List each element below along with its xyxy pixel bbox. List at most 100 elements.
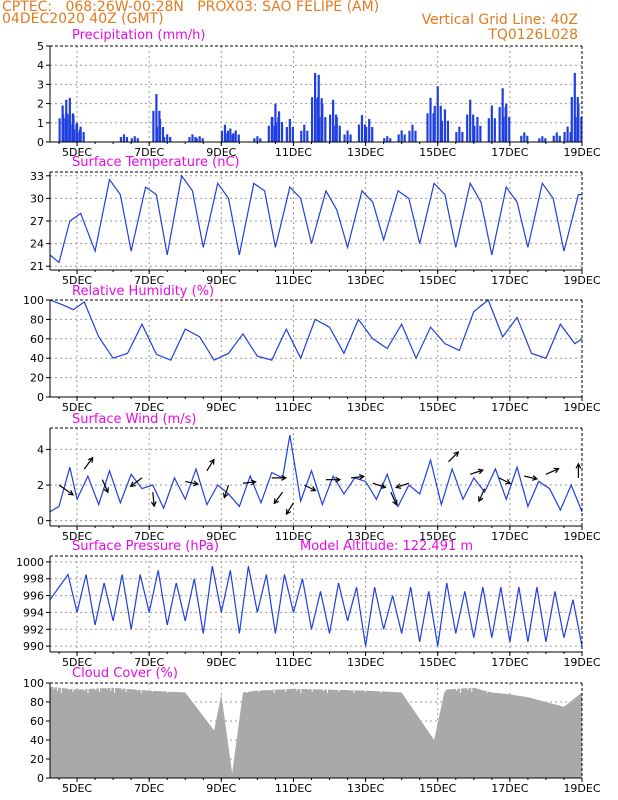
y-tick-label: 40 <box>30 734 44 747</box>
y-tick-label: 0 <box>37 136 44 149</box>
precip-bar <box>371 127 374 142</box>
panel-title: Surface Temperature (nC) <box>72 155 240 170</box>
precip-bar <box>490 105 493 142</box>
wind-arrow-head <box>192 480 200 487</box>
y-tick-label: 994 <box>23 606 44 619</box>
x-tick-label: 15DEC <box>419 274 456 287</box>
precip-bar <box>324 117 327 142</box>
precip-bar <box>130 138 133 142</box>
precip-bar <box>432 113 435 142</box>
wind-arrow <box>448 451 459 463</box>
panel-title: Cloud Cover (%) <box>72 666 178 681</box>
precip-bar <box>191 134 194 142</box>
panel-5: Cloud Cover (%) 0 20 40 60 80 100 5DEC 7DEC 9DEC 1… <box>23 666 601 795</box>
series-line <box>49 435 583 513</box>
precip-bar <box>429 97 432 142</box>
precip-bar <box>58 118 61 142</box>
y-tick-label: 992 <box>23 623 44 636</box>
x-tick-label: 13DEC <box>347 146 384 159</box>
wind-arrow-head <box>392 499 398 506</box>
precip-bar <box>501 88 504 142</box>
wind-arrow-head <box>285 509 292 516</box>
wind-arrow-head <box>150 501 157 508</box>
wind-arrow <box>390 491 397 505</box>
wind-arrow-head <box>358 474 366 480</box>
x-tick-label: 5DEC <box>62 401 92 414</box>
precip-bar <box>458 126 461 142</box>
precip-bar <box>544 138 547 142</box>
x-tick-label: 7DEC <box>134 530 164 543</box>
y-tick-label: 0 <box>37 391 44 404</box>
precip-bar <box>163 137 166 142</box>
wind-arrow-head <box>575 462 582 469</box>
wind-arrow-head <box>505 479 512 485</box>
precip-bar <box>526 135 529 142</box>
precip-bar <box>310 97 314 142</box>
wind-arrow-head <box>477 468 484 475</box>
precip-bar <box>476 117 479 142</box>
x-tick-label: 13DEC <box>347 401 384 414</box>
precip-bar <box>69 124 72 142</box>
wind-arrow <box>152 492 155 507</box>
y-tick-label: 20 <box>30 753 44 766</box>
y-tick-label: 33 <box>30 170 44 183</box>
x-tick-label: 17DEC <box>491 146 528 159</box>
precip-bar <box>580 117 583 142</box>
precip-bar <box>274 122 278 142</box>
precip-bar <box>321 103 324 142</box>
precip-bar <box>472 114 475 142</box>
wind-arrow <box>223 484 230 498</box>
x-tick-label: 17DEC <box>491 530 528 543</box>
x-tick-label: 9DEC <box>206 656 236 669</box>
precip-bar <box>408 130 411 142</box>
precip-bar <box>133 136 136 142</box>
x-tick-label: 19DEC <box>563 656 600 669</box>
wind-arrow <box>206 459 215 472</box>
wind-arrow-head <box>129 481 136 488</box>
wind-arrow <box>396 482 410 489</box>
precip-bar <box>335 117 338 142</box>
precip-bar <box>443 109 447 142</box>
precip-bar <box>338 125 341 142</box>
precip-bar <box>558 135 561 142</box>
wind-arrow-head <box>281 474 288 481</box>
precip-bar <box>317 74 320 142</box>
wind-arrow-head <box>335 476 342 483</box>
precip-bar <box>68 97 71 142</box>
y-tick-label: 21 <box>30 260 44 273</box>
x-tick-label: 17DEC <box>491 274 528 287</box>
precip-bar <box>231 134 234 142</box>
precip-bar <box>574 117 577 142</box>
y-tick-label: 60 <box>30 715 44 728</box>
wind-arrow <box>478 488 486 502</box>
wind-arrow <box>524 475 538 480</box>
x-tick-label: 9DEC <box>206 274 236 287</box>
y-tick-label: 60 <box>30 333 44 346</box>
panel-title: Surface Wind (m/s) <box>72 412 196 427</box>
y-tick-label: 4 <box>37 59 44 72</box>
wind-arrow <box>498 477 511 485</box>
precip-bar <box>363 124 367 142</box>
precip-bar <box>82 132 85 142</box>
precip-bar <box>65 113 68 142</box>
x-tick-label: 5DEC <box>62 782 92 795</box>
x-tick-label: 15DEC <box>419 530 456 543</box>
panel-2: Relative Humidity (%) 0 20 40 60 80 100 5DEC 7DE… <box>23 284 601 414</box>
x-tick-label: 15DEC <box>419 656 456 669</box>
precip-bar <box>237 134 240 142</box>
panel-title: Relative Humidity (%) <box>72 284 214 299</box>
wind-arrow-head <box>87 456 94 463</box>
precip-bar <box>329 114 332 142</box>
precip-bar <box>271 117 274 142</box>
precip-bar <box>229 128 232 142</box>
precip-bar <box>411 124 414 142</box>
wind-arrow-head <box>380 483 387 489</box>
wind-arrow-head <box>395 483 402 489</box>
precip-bar <box>300 130 303 142</box>
precip-bar <box>291 127 294 142</box>
precip-bar <box>346 130 349 142</box>
precip-bar <box>487 118 490 142</box>
wind-arrow-head <box>250 479 257 486</box>
panel-3: Surface Wind (m/s) 0 2 4 5DEC 7DEC 9DEC 11DEC 13… <box>37 412 601 543</box>
